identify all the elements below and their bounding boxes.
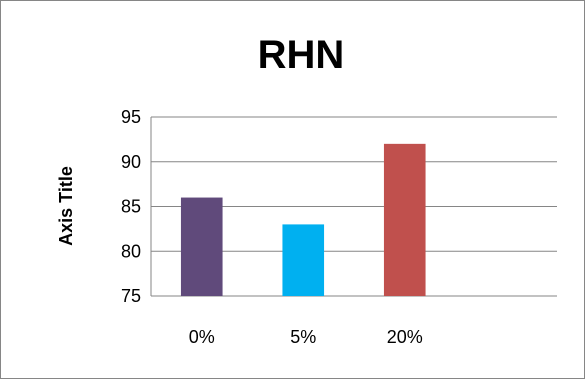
y-tick-label-95: 95 (121, 107, 141, 127)
y-tick-label-85: 85 (121, 197, 141, 217)
y-tick-label-90: 90 (121, 152, 141, 172)
bar-5% (282, 224, 325, 296)
y-tick-labels: 75 80 85 90 95 (121, 107, 141, 306)
x-tick-label-5%: 5% (290, 327, 316, 347)
bars (180, 143, 426, 296)
chart-title: RHN (258, 33, 345, 77)
y-axis-title-group: Axis Title (56, 166, 76, 246)
y-axis-title: Axis Title (56, 166, 76, 246)
bar-0% (180, 197, 223, 296)
y-tick-label-75: 75 (121, 286, 141, 306)
x-tick-label-20%: 20% (387, 327, 423, 347)
bar-20% (383, 143, 426, 296)
x-tick-labels: 0% 5% 20% (189, 327, 423, 347)
x-tick-label-0%: 0% (189, 327, 215, 347)
y-tick-label-80: 80 (121, 241, 141, 261)
